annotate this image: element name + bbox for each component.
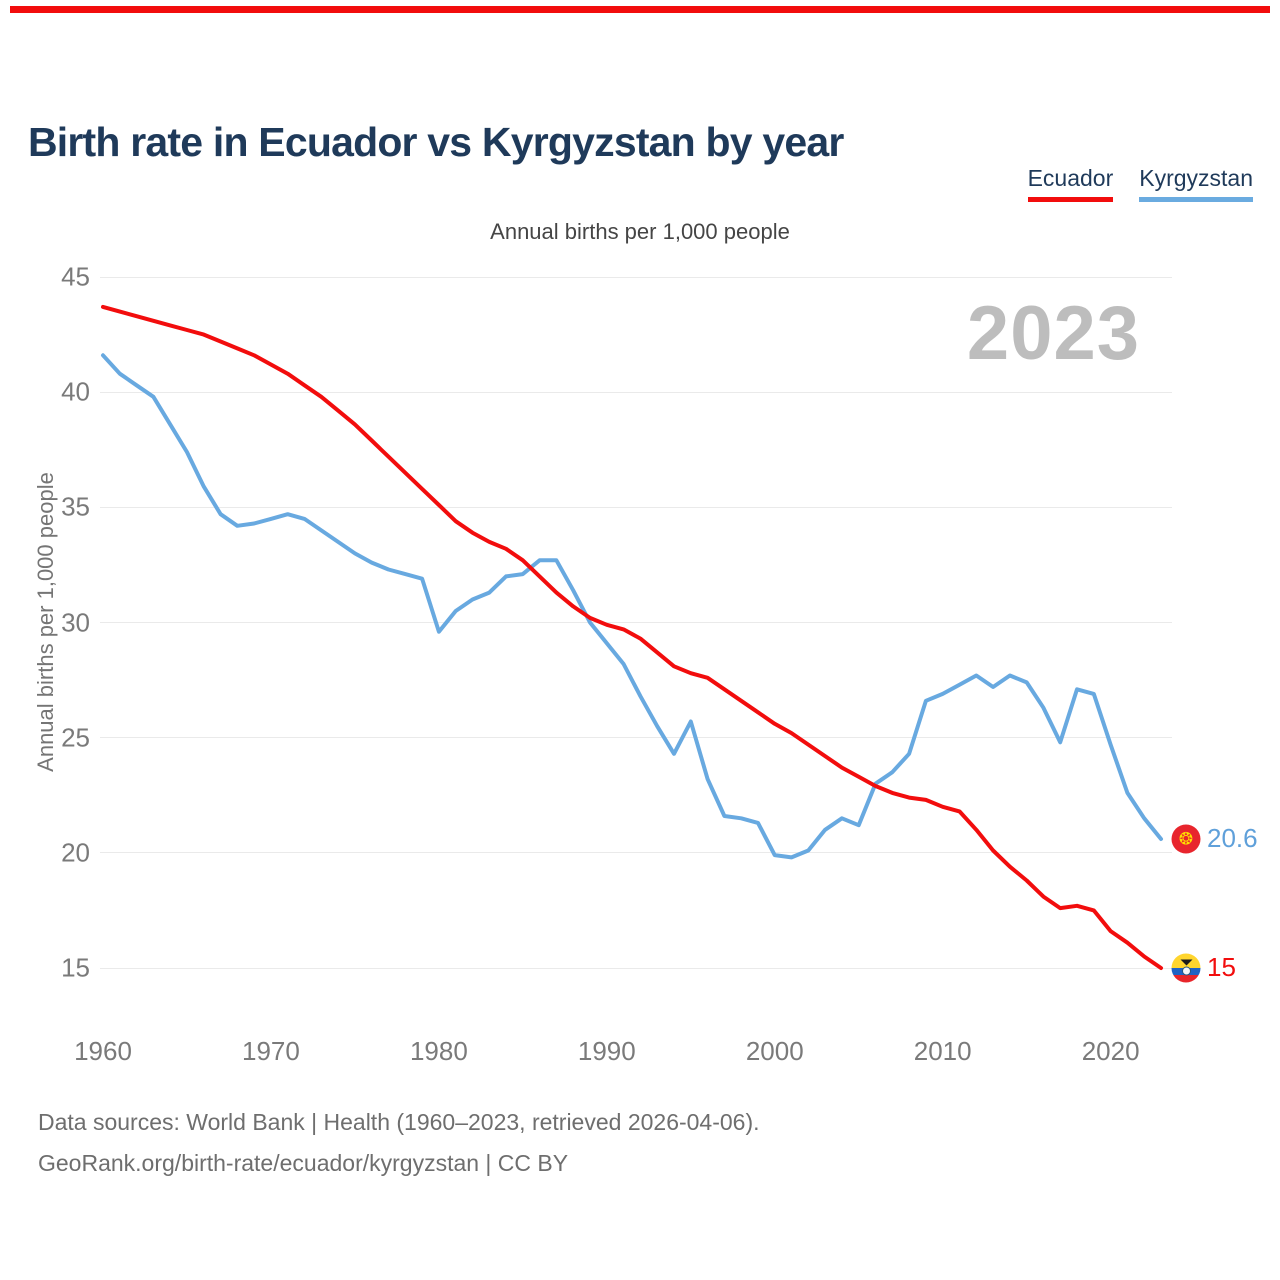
kyrgyzstan-flag-icon: ❂: [1171, 824, 1201, 854]
y-tick-label-45: 45: [61, 261, 90, 292]
x-tick-label-2000: 2000: [745, 1036, 804, 1066]
ecuador-condor-emblem: [1180, 959, 1192, 966]
legend-swatch-kyrgyzstan: [1139, 197, 1253, 202]
kyrgyzstan-end-value: 20.6: [1207, 822, 1258, 853]
x-tick-label-2010: 2010: [913, 1036, 972, 1066]
gridline-25: [100, 737, 1172, 739]
y-tick-label-20: 20: [61, 837, 90, 868]
top-accent-bar: [10, 6, 1270, 13]
legend-label-ecuador[interactable]: Ecuador: [1027, 165, 1114, 191]
y-tick-label-30: 30: [61, 607, 90, 637]
gridline-20: [100, 852, 1172, 854]
y-tick-label-40: 40: [61, 376, 90, 407]
ecuador-end-value: 15: [1207, 951, 1236, 982]
gridline-45: [100, 276, 1172, 278]
legend-item-ecuador[interactable]: Ecuador: [1027, 165, 1114, 202]
legend-swatch-ecuador: [1027, 197, 1114, 202]
legend: Ecuador Kyrgyzstan: [1027, 165, 1253, 202]
x-tick-label-2020: 2020: [1081, 1036, 1140, 1066]
footer-sources: Data sources: World Bank | Health (1960–…: [38, 1109, 760, 1135]
gridline-15: [100, 967, 1172, 969]
ecuador-flag-icon: [1171, 953, 1201, 983]
gridline-30: [100, 622, 1172, 623]
ecuador-orb-emblem: [1181, 966, 1191, 976]
y-tick-label-25: 25: [61, 722, 90, 753]
chart-subtitle: Annual births per 1,000 people: [490, 219, 790, 244]
kyrgyzstan-line[interactable]: [101, 353, 1163, 860]
y-tick-label-15: 15: [61, 952, 90, 983]
x-tick-label-1970: 1970: [242, 1036, 300, 1066]
x-tick-label-1990: 1990: [577, 1036, 636, 1066]
legend-label-kyrgyzstan[interactable]: Kyrgyzstan: [1139, 165, 1253, 191]
year-watermark: 2023: [966, 291, 1140, 376]
legend-item-kyrgyzstan[interactable]: Kyrgyzstan: [1139, 165, 1253, 202]
footer-url: GeoRank.org/birth-rate/ecuador/kyrgyzsta…: [38, 1150, 569, 1176]
x-tick-label-1960: 1960: [74, 1036, 132, 1066]
y-tick-label-35: 35: [61, 491, 90, 522]
gridline-40: [100, 391, 1172, 393]
footer-attribution: Data sources: World Bank | Health (1960–…: [38, 1102, 760, 1184]
gridline-35: [100, 506, 1172, 508]
page-title: Birth rate in Ecuador vs Kyrgyzstan by y…: [28, 119, 844, 166]
x-tick-label-1980: 1980: [409, 1036, 468, 1066]
kyrgyzstan-sun-emblem: ❂: [1178, 829, 1194, 849]
ecuador-line[interactable]: [101, 304, 1163, 970]
